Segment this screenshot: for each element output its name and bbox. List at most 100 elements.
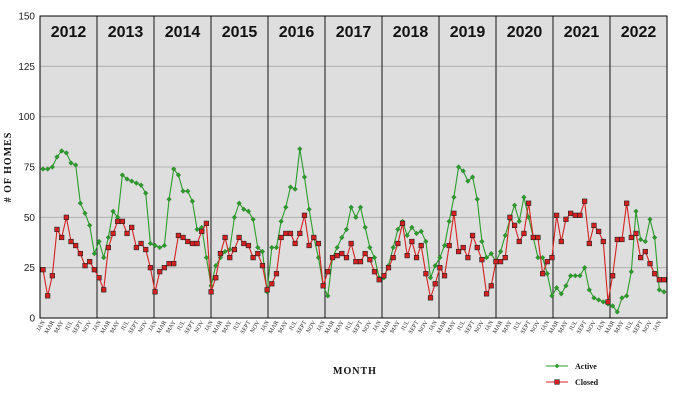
data-point: [138, 182, 144, 188]
x-tick-label: NOV: [306, 319, 318, 334]
data-point: [73, 162, 79, 168]
data-point: [469, 174, 476, 180]
data-point: [171, 166, 177, 172]
x-tick-label: JUL: [569, 320, 580, 332]
x-tick-label: MAY: [558, 319, 570, 334]
data-point: [297, 230, 303, 237]
data-point: [539, 254, 546, 261]
data-point: [311, 234, 317, 241]
year-label: 2014: [165, 24, 201, 41]
data-point: [497, 259, 504, 265]
data-point: [614, 309, 620, 315]
data-point: [535, 234, 541, 241]
data-point: [283, 204, 289, 210]
data-point: [423, 271, 429, 277]
data-point: [217, 250, 224, 257]
data-point: [596, 297, 602, 303]
data-point: [600, 299, 606, 305]
data-point: [203, 254, 210, 261]
data-point: [647, 216, 653, 222]
x-tick-label: MAY: [222, 319, 234, 334]
x-tick-label: SEPT: [464, 320, 476, 335]
data-point: [87, 259, 93, 265]
data-point: [157, 269, 163, 275]
data-point: [287, 230, 294, 237]
data-point: [301, 212, 308, 218]
y-axis-title: # OF HOMES: [3, 132, 14, 203]
x-tick-label: JUL: [288, 320, 299, 332]
data-point: [105, 234, 111, 241]
x-tick-label: MAY: [334, 319, 346, 334]
data-point: [427, 275, 434, 281]
data-point: [479, 238, 485, 245]
data-point: [68, 238, 74, 245]
data-point: [600, 238, 606, 245]
data-point: [147, 265, 153, 271]
data-point: [264, 287, 270, 293]
data-point: [409, 238, 415, 245]
x-tick-label: JUL: [625, 320, 636, 332]
x-tick-label: JAN: [92, 319, 103, 332]
data-point: [413, 230, 420, 237]
data-point: [227, 255, 233, 261]
data-point: [334, 244, 340, 251]
data-point: [133, 180, 139, 186]
x-tick-label: JUL: [232, 320, 243, 332]
x-tick-label: JAN: [372, 319, 383, 332]
data-point: [577, 273, 583, 279]
data-point: [45, 293, 51, 299]
x-tick-label: SEPT: [352, 320, 364, 335]
closed-series: [40, 198, 667, 305]
x-tick-label: JAN: [204, 319, 215, 332]
data-point: [591, 222, 597, 228]
data-point: [40, 267, 46, 273]
x-tick-label: JUL: [345, 320, 356, 332]
data-point: [185, 188, 191, 194]
data-point: [343, 255, 350, 261]
data-point: [119, 218, 125, 224]
data-point: [568, 273, 574, 279]
data-point: [353, 259, 359, 265]
data-point: [367, 257, 373, 263]
data-point: [278, 218, 284, 224]
data-point: [572, 273, 578, 279]
data-point: [652, 234, 658, 241]
data-point: [124, 230, 130, 237]
data-point: [497, 248, 504, 255]
data-point: [147, 240, 154, 247]
data-point: [418, 228, 424, 235]
data-point: [371, 269, 378, 275]
data-point: [619, 295, 625, 301]
data-point: [521, 230, 527, 237]
data-point: [40, 166, 46, 172]
data-point: [460, 244, 466, 251]
data-point: [404, 232, 410, 239]
data-point: [348, 204, 354, 210]
data-point: [213, 275, 219, 281]
data-point: [306, 206, 312, 212]
data-point: [343, 226, 350, 233]
data-point: [432, 281, 438, 287]
data-point: [301, 174, 308, 180]
data-point: [101, 287, 107, 293]
data-point: [647, 261, 653, 267]
data-point: [362, 224, 368, 231]
data-point: [143, 190, 149, 196]
year-label: 2015: [222, 24, 258, 41]
data-point: [413, 255, 420, 261]
x-tick-label: JAN: [36, 319, 47, 332]
data-point: [511, 222, 518, 228]
data-point: [236, 234, 242, 241]
data-point: [367, 244, 373, 251]
data-point: [49, 273, 55, 279]
data-point: [320, 283, 326, 289]
data-point: [306, 242, 312, 249]
data-point: [189, 240, 196, 247]
data-point: [409, 224, 415, 231]
data-point: [315, 240, 322, 247]
x-tick-label: JAN: [428, 319, 439, 332]
data-point: [82, 263, 88, 269]
data-point: [208, 289, 214, 295]
data-point: [610, 303, 616, 309]
